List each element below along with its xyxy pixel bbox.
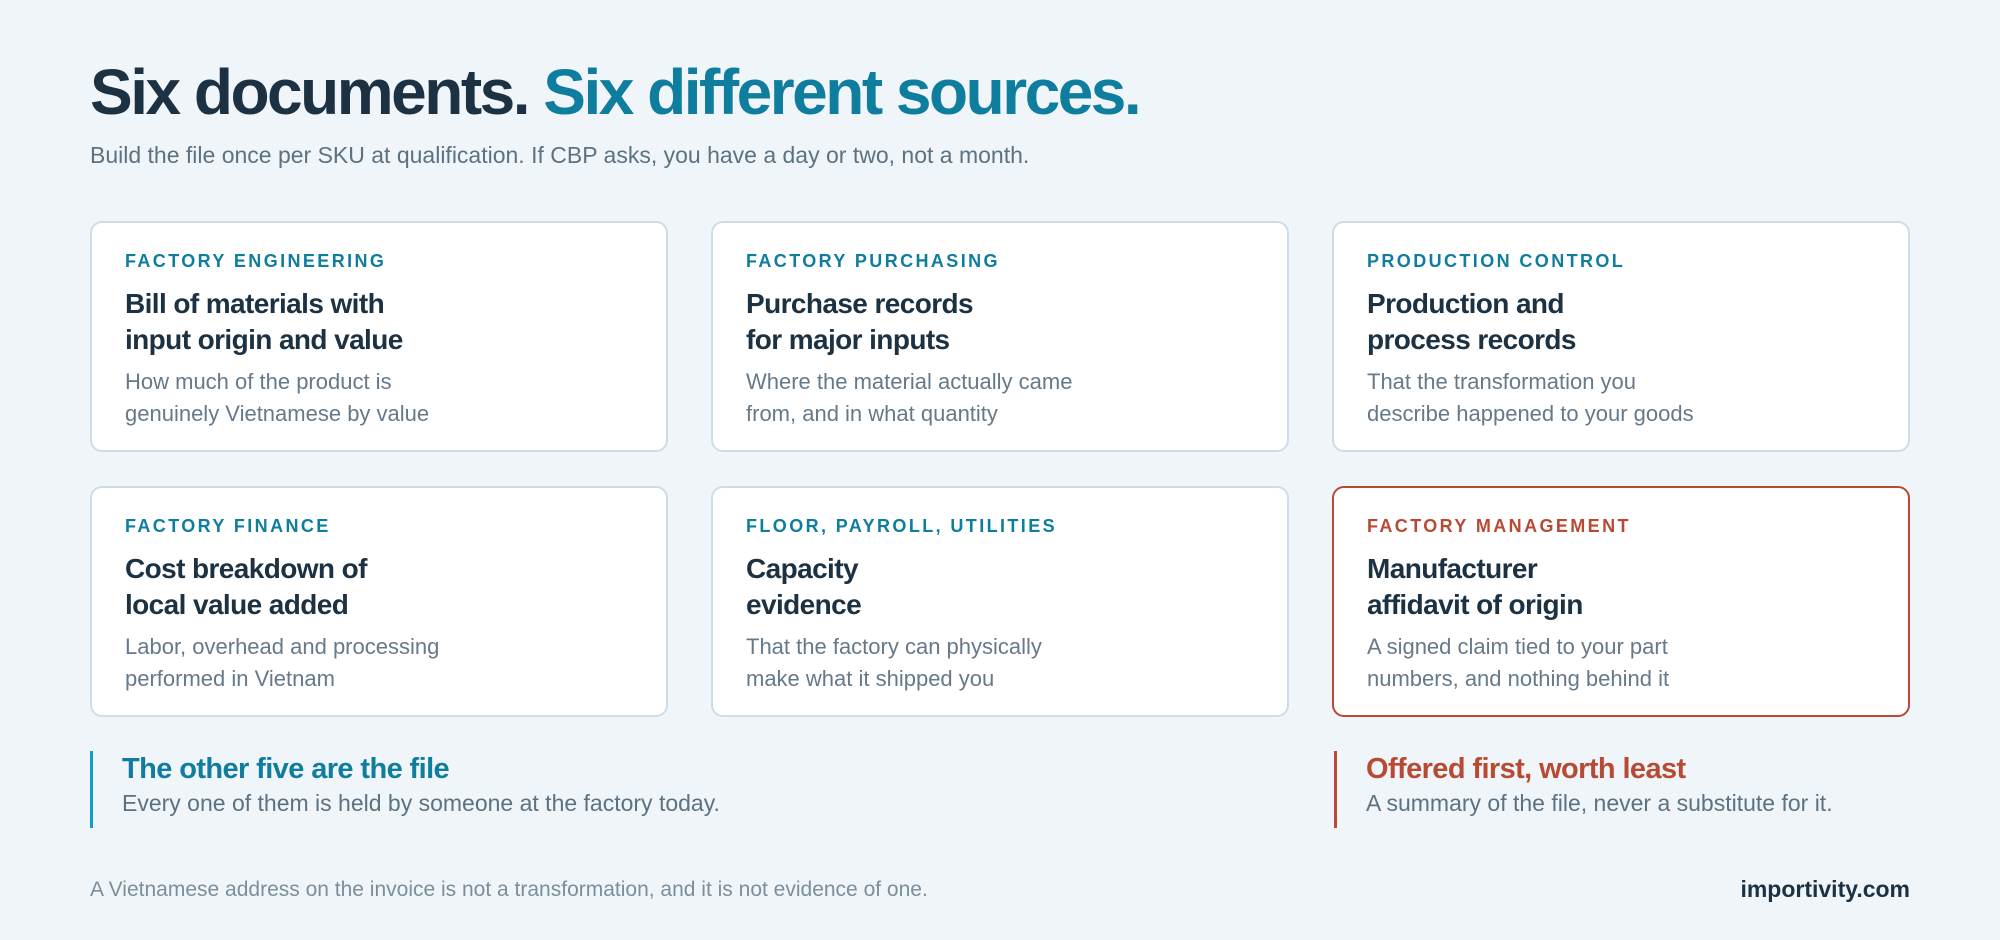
brand-wordmark: importivity.com [1740,876,1910,902]
callout-title: Offered first, worth least [1366,753,1686,785]
card-affidavit-of-origin: FACTORY MANAGEMENT Manufacturer affidavi… [1332,486,1910,717]
card-description: How much of the product is genuinely Vie… [125,369,430,426]
card-cost-breakdown: FACTORY FINANCE Cost breakdown of local … [90,486,668,717]
card-production-records: PRODUCTION CONTROL Production and proces… [1332,221,1910,452]
card-title: Production and process records [1367,288,1576,355]
card-title: Bill of materials with input origin and … [125,288,403,355]
callout-text: A summary of the file, never a substitut… [1366,790,1833,816]
card-description: Where the material actually came from, a… [746,369,1073,426]
card-source-tag: FACTORY ENGINEERING [125,251,387,271]
callout-title: The other five are the file [122,753,450,785]
card-capacity-evidence: FLOOR, PAYROLL, UTILITIES Capacity evide… [711,486,1289,717]
document-cards: FACTORY ENGINEERING Bill of materials wi… [90,221,1910,717]
card-description: That the factory can physically make wha… [746,634,1042,691]
card-source-tag: FLOOR, PAYROLL, UTILITIES [746,516,1058,536]
card-source-tag: FACTORY FINANCE [125,516,331,536]
callout-other-five: The other five are the file Every one of… [90,751,890,828]
card-description: A signed claim tied to your part numbers… [1367,634,1670,691]
card-source-tag: PRODUCTION CONTROL [1367,251,1626,271]
slide: Six documents. Six different sources. Bu… [90,0,1910,940]
card-title: Purchase records for major inputs [746,288,974,355]
card-title: Cost breakdown of local value added [125,553,367,620]
callout-offered-first: Offered first, worth least A summary of … [1334,751,1894,828]
card-title: Capacity evidence [746,553,862,620]
card-bill-of-materials: FACTORY ENGINEERING Bill of materials wi… [90,221,668,452]
card-purchase-records: FACTORY PURCHASING Purchase records for … [711,221,1289,452]
callout-text: Every one of them is held by someone at … [122,790,720,816]
footer-note: A Vietnamese address on the invoice is n… [90,878,928,901]
card-description: That the transformation you describe hap… [1367,369,1694,426]
page-title: Six documents. Six different sources. [90,52,1142,132]
card-title: Manufacturer affidavit of origin [1367,553,1583,620]
page-subtitle: Build the file once per SKU at qualifica… [90,142,1030,168]
title-main: Six documents. [90,56,531,128]
title-accent: Six different sources. [543,56,1141,128]
card-source-tag: FACTORY PURCHASING [746,251,1000,271]
card-description: Labor, overhead and processing performed… [125,634,440,691]
card-source-tag: FACTORY MANAGEMENT [1367,516,1631,536]
